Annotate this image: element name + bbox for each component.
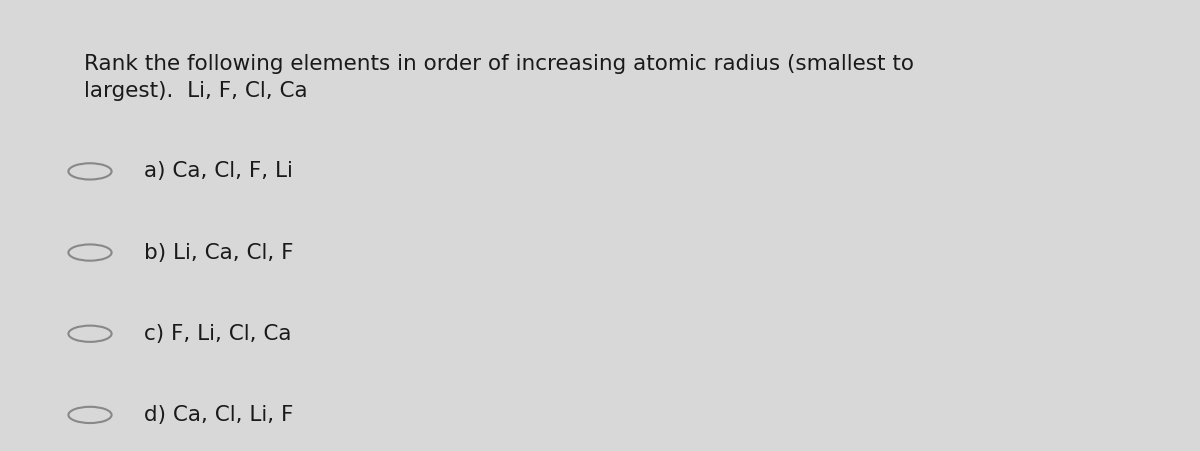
Text: a) Ca, Cl, F, Li: a) Ca, Cl, F, Li xyxy=(144,161,293,181)
Text: d) Ca, Cl, Li, F: d) Ca, Cl, Li, F xyxy=(144,405,293,425)
Text: Rank the following elements in order of increasing atomic radius (smallest to
la: Rank the following elements in order of … xyxy=(84,54,914,101)
Text: b) Li, Ca, Cl, F: b) Li, Ca, Cl, F xyxy=(144,243,294,262)
Text: c) F, Li, Cl, Ca: c) F, Li, Cl, Ca xyxy=(144,324,292,344)
